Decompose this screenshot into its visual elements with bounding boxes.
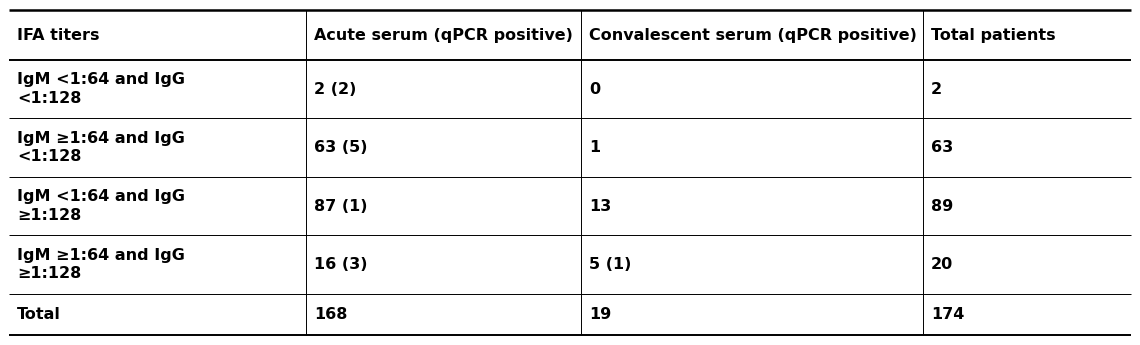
Text: 174: 174: [931, 307, 964, 322]
Text: 16 (3): 16 (3): [315, 257, 368, 272]
Text: 19: 19: [589, 307, 611, 322]
Text: 2: 2: [931, 81, 943, 97]
Text: IgM ≥1:64 and IgG
<1:128: IgM ≥1:64 and IgG <1:128: [17, 131, 185, 164]
Text: 87 (1): 87 (1): [315, 199, 368, 214]
Text: 0: 0: [589, 81, 600, 97]
Text: 89: 89: [931, 199, 953, 214]
Text: IgM ≥1:64 and IgG
≥1:128: IgM ≥1:64 and IgG ≥1:128: [17, 248, 185, 282]
Text: 2 (2): 2 (2): [315, 81, 357, 97]
Text: 63: 63: [931, 140, 953, 155]
Text: Total patients: Total patients: [931, 28, 1056, 42]
Text: 1: 1: [589, 140, 600, 155]
Text: Convalescent serum (qPCR positive): Convalescent serum (qPCR positive): [589, 28, 917, 42]
Text: 20: 20: [931, 257, 953, 272]
Text: 13: 13: [589, 199, 611, 214]
Text: IgM <1:64 and IgG
<1:128: IgM <1:64 and IgG <1:128: [17, 72, 185, 106]
Text: IFA titers: IFA titers: [17, 28, 99, 42]
Text: 168: 168: [315, 307, 348, 322]
Text: 63 (5): 63 (5): [315, 140, 368, 155]
Text: IgM <1:64 and IgG
≥1:128: IgM <1:64 and IgG ≥1:128: [17, 189, 185, 223]
Text: 5 (1): 5 (1): [589, 257, 632, 272]
Text: Acute serum (qPCR positive): Acute serum (qPCR positive): [315, 28, 573, 42]
Text: Total: Total: [17, 307, 60, 322]
